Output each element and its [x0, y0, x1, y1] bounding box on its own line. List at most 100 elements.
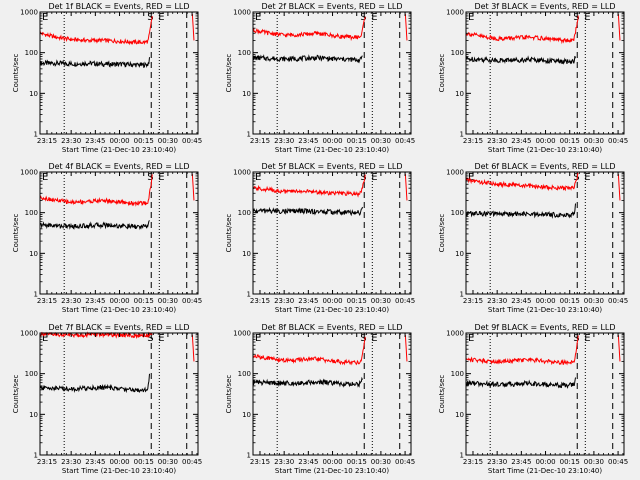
x-axis-label: Start Time (21-Dec-10 23:10:40)	[62, 306, 176, 314]
x-tick-label: 00:45	[182, 458, 202, 466]
marker-e-left: E	[42, 333, 48, 344]
y-axis-label: Counts/sec	[438, 54, 446, 93]
y-tick-label: 100	[238, 370, 251, 378]
x-tick-label: 00:45	[395, 297, 415, 305]
x-tick-label: 23:45	[511, 297, 531, 305]
x-tick-label: 00:15	[134, 458, 154, 466]
x-tick-label: 00:15	[347, 297, 367, 305]
x-tick-label: 23:15	[37, 137, 57, 145]
lld-spike-line	[191, 13, 195, 41]
x-tick-label: 00:15	[347, 458, 367, 466]
x-tick-label: 23:45	[511, 137, 531, 145]
x-tick-label: 23:45	[298, 297, 318, 305]
x-tick-label: 23:15	[37, 297, 57, 305]
marker-e-left: E	[255, 172, 261, 183]
y-tick-label: 100	[451, 49, 464, 57]
marker-e-left: E	[468, 172, 474, 183]
y-tick-label: 10	[455, 90, 464, 98]
y-tick-label: 10	[455, 250, 464, 258]
y-tick-label: 1	[460, 291, 464, 299]
marker-s: S	[147, 333, 153, 344]
lld-series-line	[39, 16, 153, 46]
y-tick-label: 10	[455, 411, 464, 419]
x-tick-label: 00:30	[158, 137, 178, 145]
events-series-line	[465, 377, 576, 389]
lld-spike-line	[617, 173, 621, 201]
panel-title: Det 6f BLACK = Events, RED = LLD	[474, 162, 615, 171]
y-tick-label: 1	[460, 131, 464, 139]
y-tick-label: 100	[451, 370, 464, 378]
y-tick-label: 1	[34, 131, 38, 139]
x-tick-label: 23:45	[85, 137, 105, 145]
y-tick-label: 10	[242, 90, 251, 98]
y-tick-label: 100	[25, 209, 38, 217]
marker-e-right: E	[584, 333, 590, 344]
marker-e-right: E	[158, 12, 164, 23]
x-tick-label: 00:00	[535, 137, 555, 145]
lld-spike-line	[404, 173, 408, 201]
x-tick-label: 00:15	[347, 137, 367, 145]
x-tick-label: 23:15	[250, 137, 270, 145]
y-axis-label: Counts/sec	[12, 375, 20, 414]
events-series-line	[39, 220, 150, 231]
x-tick-label: 23:30	[274, 297, 294, 305]
y-tick-label: 1000	[233, 169, 251, 177]
marker-e-right: E	[158, 333, 164, 344]
marker-e-left: E	[42, 12, 48, 23]
x-tick-label: 00:30	[584, 137, 604, 145]
y-axis-label: Counts/sec	[225, 54, 233, 93]
x-tick-label: 00:45	[608, 137, 628, 145]
x-tick-label: 23:45	[511, 458, 531, 466]
y-axis-label: Counts/sec	[225, 375, 233, 414]
y-axis-label: Counts/sec	[438, 214, 446, 253]
panel-title: Det 2f BLACK = Events, RED = LLD	[261, 2, 402, 11]
events-series-line	[39, 373, 150, 394]
lld-series-line	[465, 335, 579, 366]
marker-s: S	[360, 12, 366, 23]
events-series-line	[252, 54, 363, 64]
x-axis-label: Start Time (21-Dec-10 23:10:40)	[488, 306, 602, 314]
x-tick-label: 23:15	[463, 297, 483, 305]
lld-spike-line	[404, 334, 408, 362]
y-tick-label: 1000	[20, 9, 38, 17]
x-tick-label: 23:15	[250, 297, 270, 305]
lld-series-line	[39, 331, 153, 340]
x-tick-label: 00:00	[109, 137, 129, 145]
marker-s: S	[573, 333, 579, 344]
y-tick-label: 1	[34, 452, 38, 460]
x-tick-label: 00:00	[322, 297, 342, 305]
lld-spike-line	[617, 334, 621, 362]
x-tick-label: 00:00	[322, 137, 342, 145]
x-axis-label: Start Time (21-Dec-10 23:10:40)	[275, 306, 389, 314]
events-series-line	[252, 376, 363, 388]
plot-frame	[252, 171, 412, 295]
y-tick-label: 1000	[233, 9, 251, 17]
x-tick-label: 23:30	[274, 137, 294, 145]
marker-e-right: E	[584, 12, 590, 23]
y-tick-label: 100	[238, 49, 251, 57]
y-tick-label: 1000	[446, 169, 464, 177]
lld-spike-line	[617, 13, 621, 41]
plot-frame	[39, 171, 199, 295]
marker-s: S	[360, 172, 366, 183]
x-tick-label: 00:30	[371, 297, 391, 305]
plot-frame	[465, 332, 625, 456]
plot-frame	[465, 171, 625, 295]
x-tick-label: 00:45	[182, 137, 202, 145]
y-tick-label: 1	[247, 131, 251, 139]
marker-s: S	[147, 172, 153, 183]
y-axis-label: Counts/sec	[12, 54, 20, 93]
marker-e-left: E	[255, 12, 261, 23]
panel-title: Det 5f BLACK = Events, RED = LLD	[261, 162, 402, 171]
lld-series-line	[465, 15, 579, 45]
y-tick-label: 1000	[233, 330, 251, 338]
x-tick-label: 23:45	[298, 458, 318, 466]
lld-series-line	[252, 336, 366, 366]
x-tick-label: 00:15	[560, 137, 580, 145]
x-tick-label: 00:45	[608, 458, 628, 466]
x-tick-label: 23:45	[85, 297, 105, 305]
